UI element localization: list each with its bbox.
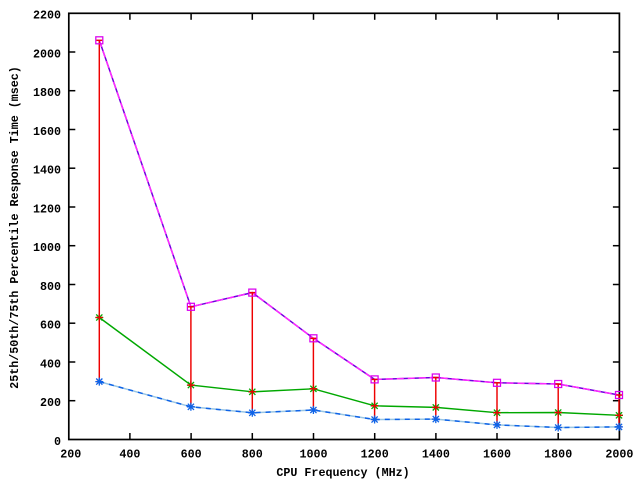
svg-text:2000: 2000	[33, 47, 61, 61]
svg-text:600: 600	[181, 448, 202, 462]
svg-text:2000: 2000	[605, 448, 633, 462]
svg-text:1800: 1800	[33, 86, 61, 100]
svg-text:200: 200	[60, 448, 81, 462]
svg-text:1000: 1000	[33, 241, 61, 255]
svg-text:1400: 1400	[33, 164, 61, 178]
svg-text:1000: 1000	[299, 448, 327, 462]
svg-text:1600: 1600	[483, 448, 511, 462]
svg-text:800: 800	[242, 448, 263, 462]
svg-text:200: 200	[40, 396, 61, 410]
svg-text:400: 400	[119, 448, 140, 462]
svg-text:1200: 1200	[361, 448, 389, 462]
svg-text:0: 0	[54, 435, 61, 449]
svg-text:400: 400	[40, 357, 61, 371]
svg-text:600: 600	[40, 319, 61, 333]
svg-text:1400: 1400	[422, 448, 450, 462]
svg-text:800: 800	[40, 280, 61, 294]
svg-text:1800: 1800	[544, 448, 572, 462]
svg-text:2200: 2200	[33, 9, 61, 23]
svg-text:25th/50th/75th Percentile Resp: 25th/50th/75th Percentile Response Time …	[8, 66, 22, 389]
svg-text:CPU Frequency (MHz): CPU Frequency (MHz)	[276, 466, 409, 480]
svg-text:1200: 1200	[33, 202, 61, 216]
svg-text:1600: 1600	[33, 125, 61, 139]
